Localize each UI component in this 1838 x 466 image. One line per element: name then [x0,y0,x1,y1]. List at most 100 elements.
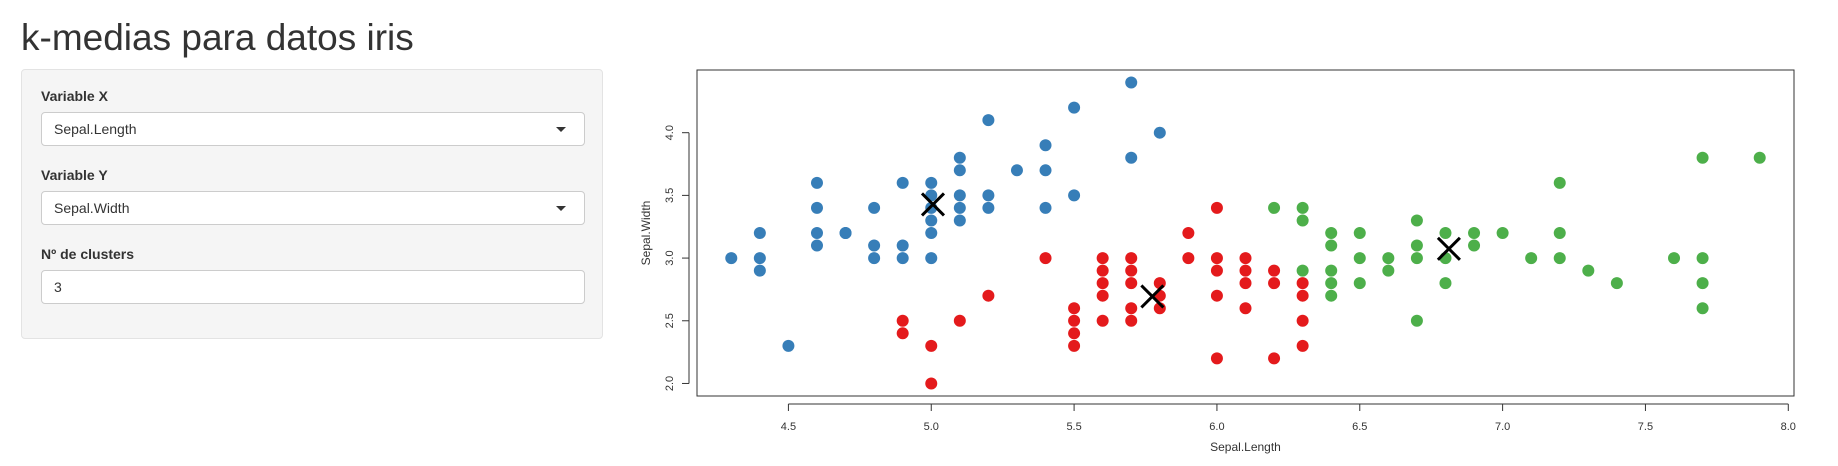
data-point-cluster-2 [1296,314,1309,327]
data-point-cluster-1 [982,189,995,202]
data-point-cluster-1 [753,264,766,277]
data-point-cluster-1 [1125,76,1138,89]
data-point-cluster-2 [1068,339,1081,352]
y-variable-value: Sepal.Width [54,200,130,216]
data-point-cluster-2 [1210,201,1223,214]
data-point-cluster-3 [1553,252,1566,265]
data-point-cluster-2 [1268,352,1281,365]
kmeans-scatter-plot: 4.5 5.0 5.5 6.0 6.5 7.0 7.5 8.0 2.0 2.5 3.0 3.5 4.0… [639,69,1796,454]
data-point-cluster-2 [1125,252,1138,265]
data-point-cluster-1 [896,239,909,252]
page-title: k-medias para datos iris [21,17,414,58]
data-point-cluster-1 [868,201,881,214]
data-point-cluster-3 [1610,277,1623,290]
data-point-cluster-2 [1096,264,1109,277]
data-point-cluster-2 [1182,252,1195,265]
data-point-cluster-2 [1125,264,1138,277]
data-point-cluster-2 [1296,277,1309,290]
data-point-cluster-1 [925,252,938,265]
x-tick-label: 7.0 [1495,421,1510,433]
data-point-cluster-3 [1325,277,1338,290]
y-axis: 2.0 2.5 3.0 3.5 4.0 [664,125,690,391]
data-point-cluster-3 [1296,264,1309,277]
data-point-cluster-1 [868,239,881,252]
clusters-input[interactable] [41,270,585,304]
x-tick-label: 8.0 [1781,421,1796,433]
cluster-center-3 [1436,236,1461,261]
data-point-cluster-2 [1039,252,1052,265]
data-point-cluster-1 [953,189,966,202]
data-point-cluster-3 [1410,252,1423,265]
data-point-cluster-1 [753,227,766,239]
y-axis-title: Sepal.Width [639,201,653,266]
data-point-cluster-1 [753,252,766,265]
data-point-cluster-1 [896,252,909,265]
x-variable-label: Variable X [41,88,108,104]
data-point-cluster-3 [1496,227,1509,239]
data-point-cluster-1 [810,239,823,252]
y-tick-label: 2.5 [664,313,676,328]
cluster-center-1 [920,192,946,217]
data-point-cluster-1 [953,151,966,164]
x-tick-label: 4.5 [781,421,796,433]
data-point-cluster-2 [1068,302,1081,315]
data-point-cluster-2 [1210,289,1223,302]
data-point-cluster-2 [925,339,938,352]
x-tick-label: 5.5 [1066,421,1081,433]
data-point-cluster-1 [925,214,938,227]
x-variable-field: Variable X Sepal.Length [41,88,585,146]
data-point-cluster-3 [1753,151,1766,164]
x-variable-select[interactable]: Sepal.Length [41,112,585,146]
data-point-cluster-3 [1325,289,1338,302]
data-point-cluster-2 [1068,314,1081,327]
data-point-cluster-1 [1010,164,1023,177]
data-point-cluster-2 [1125,277,1138,290]
y-variable-select[interactable]: Sepal.Width [41,191,585,225]
data-point-cluster-3 [1439,227,1452,239]
data-point-cluster-2 [1096,314,1109,327]
data-point-cluster-1 [782,339,795,352]
data-point-cluster-3 [1296,214,1309,227]
data-point-cluster-1 [1039,201,1052,214]
data-point-cluster-3 [1353,252,1366,265]
cluster-center-2 [1140,284,1165,309]
data-point-cluster-3 [1696,151,1709,164]
data-point-cluster-2 [1296,339,1309,352]
data-point-cluster-1 [953,164,966,177]
data-point-cluster-1 [839,227,852,239]
x-tick-label: 6.5 [1352,421,1367,433]
y-tick-label: 2.0 [664,376,676,391]
data-point-cluster-2 [1182,227,1195,239]
data-point-cluster-2 [982,289,995,302]
data-point-cluster-2 [896,314,909,327]
data-point-cluster-3 [1296,201,1309,214]
data-point-cluster-3 [1268,201,1281,214]
data-point-cluster-3 [1696,302,1709,315]
data-point-cluster-1 [868,252,881,265]
data-point-cluster-2 [1210,252,1223,265]
data-point-cluster-2 [1239,277,1252,290]
x-axis-title: Sepal.Length [1210,440,1281,454]
data-point-cluster-3 [1468,227,1481,239]
clusters-field: Nº de clusters [41,246,585,304]
data-point-cluster-1 [925,176,938,189]
sidebar-panel: Variable X Sepal.Length Variable Y Sepal… [21,69,603,339]
data-point-cluster-3 [1353,277,1366,290]
data-point-cluster-3 [1410,314,1423,327]
data-point-cluster-1 [896,176,909,189]
data-point-cluster-3 [1696,277,1709,290]
data-point-cluster-2 [1096,252,1109,265]
x-variable-value: Sepal.Length [54,121,137,137]
clusters-label: Nº de clusters [41,246,135,262]
data-point-cluster-1 [810,227,823,239]
cluster-centers [920,192,1461,309]
y-variable-label: Variable Y [41,167,108,183]
data-point-cluster-1 [1068,101,1081,114]
data-point-cluster-2 [1239,252,1252,265]
data-point-cluster-1 [725,252,738,265]
data-point-cluster-2 [953,314,966,327]
data-point-cluster-3 [1668,252,1681,265]
caret-down-icon [556,206,566,211]
data-point-cluster-1 [1068,189,1081,202]
data-point-cluster-1 [1153,126,1166,139]
